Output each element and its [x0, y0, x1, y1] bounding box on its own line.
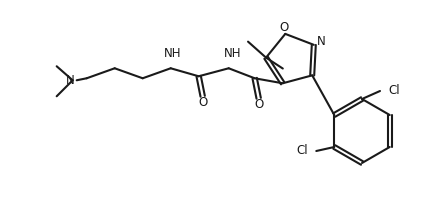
Text: Cl: Cl	[297, 144, 308, 157]
Text: NH: NH	[224, 47, 241, 60]
Text: O: O	[198, 96, 207, 109]
Text: N: N	[66, 74, 75, 87]
Text: O: O	[280, 21, 289, 34]
Text: N: N	[316, 35, 325, 48]
Text: methyl: methyl	[245, 35, 250, 37]
Text: Cl: Cl	[388, 85, 400, 98]
Text: O: O	[254, 98, 263, 111]
Text: methyl: methyl	[280, 62, 285, 63]
Text: NH: NH	[164, 47, 181, 60]
